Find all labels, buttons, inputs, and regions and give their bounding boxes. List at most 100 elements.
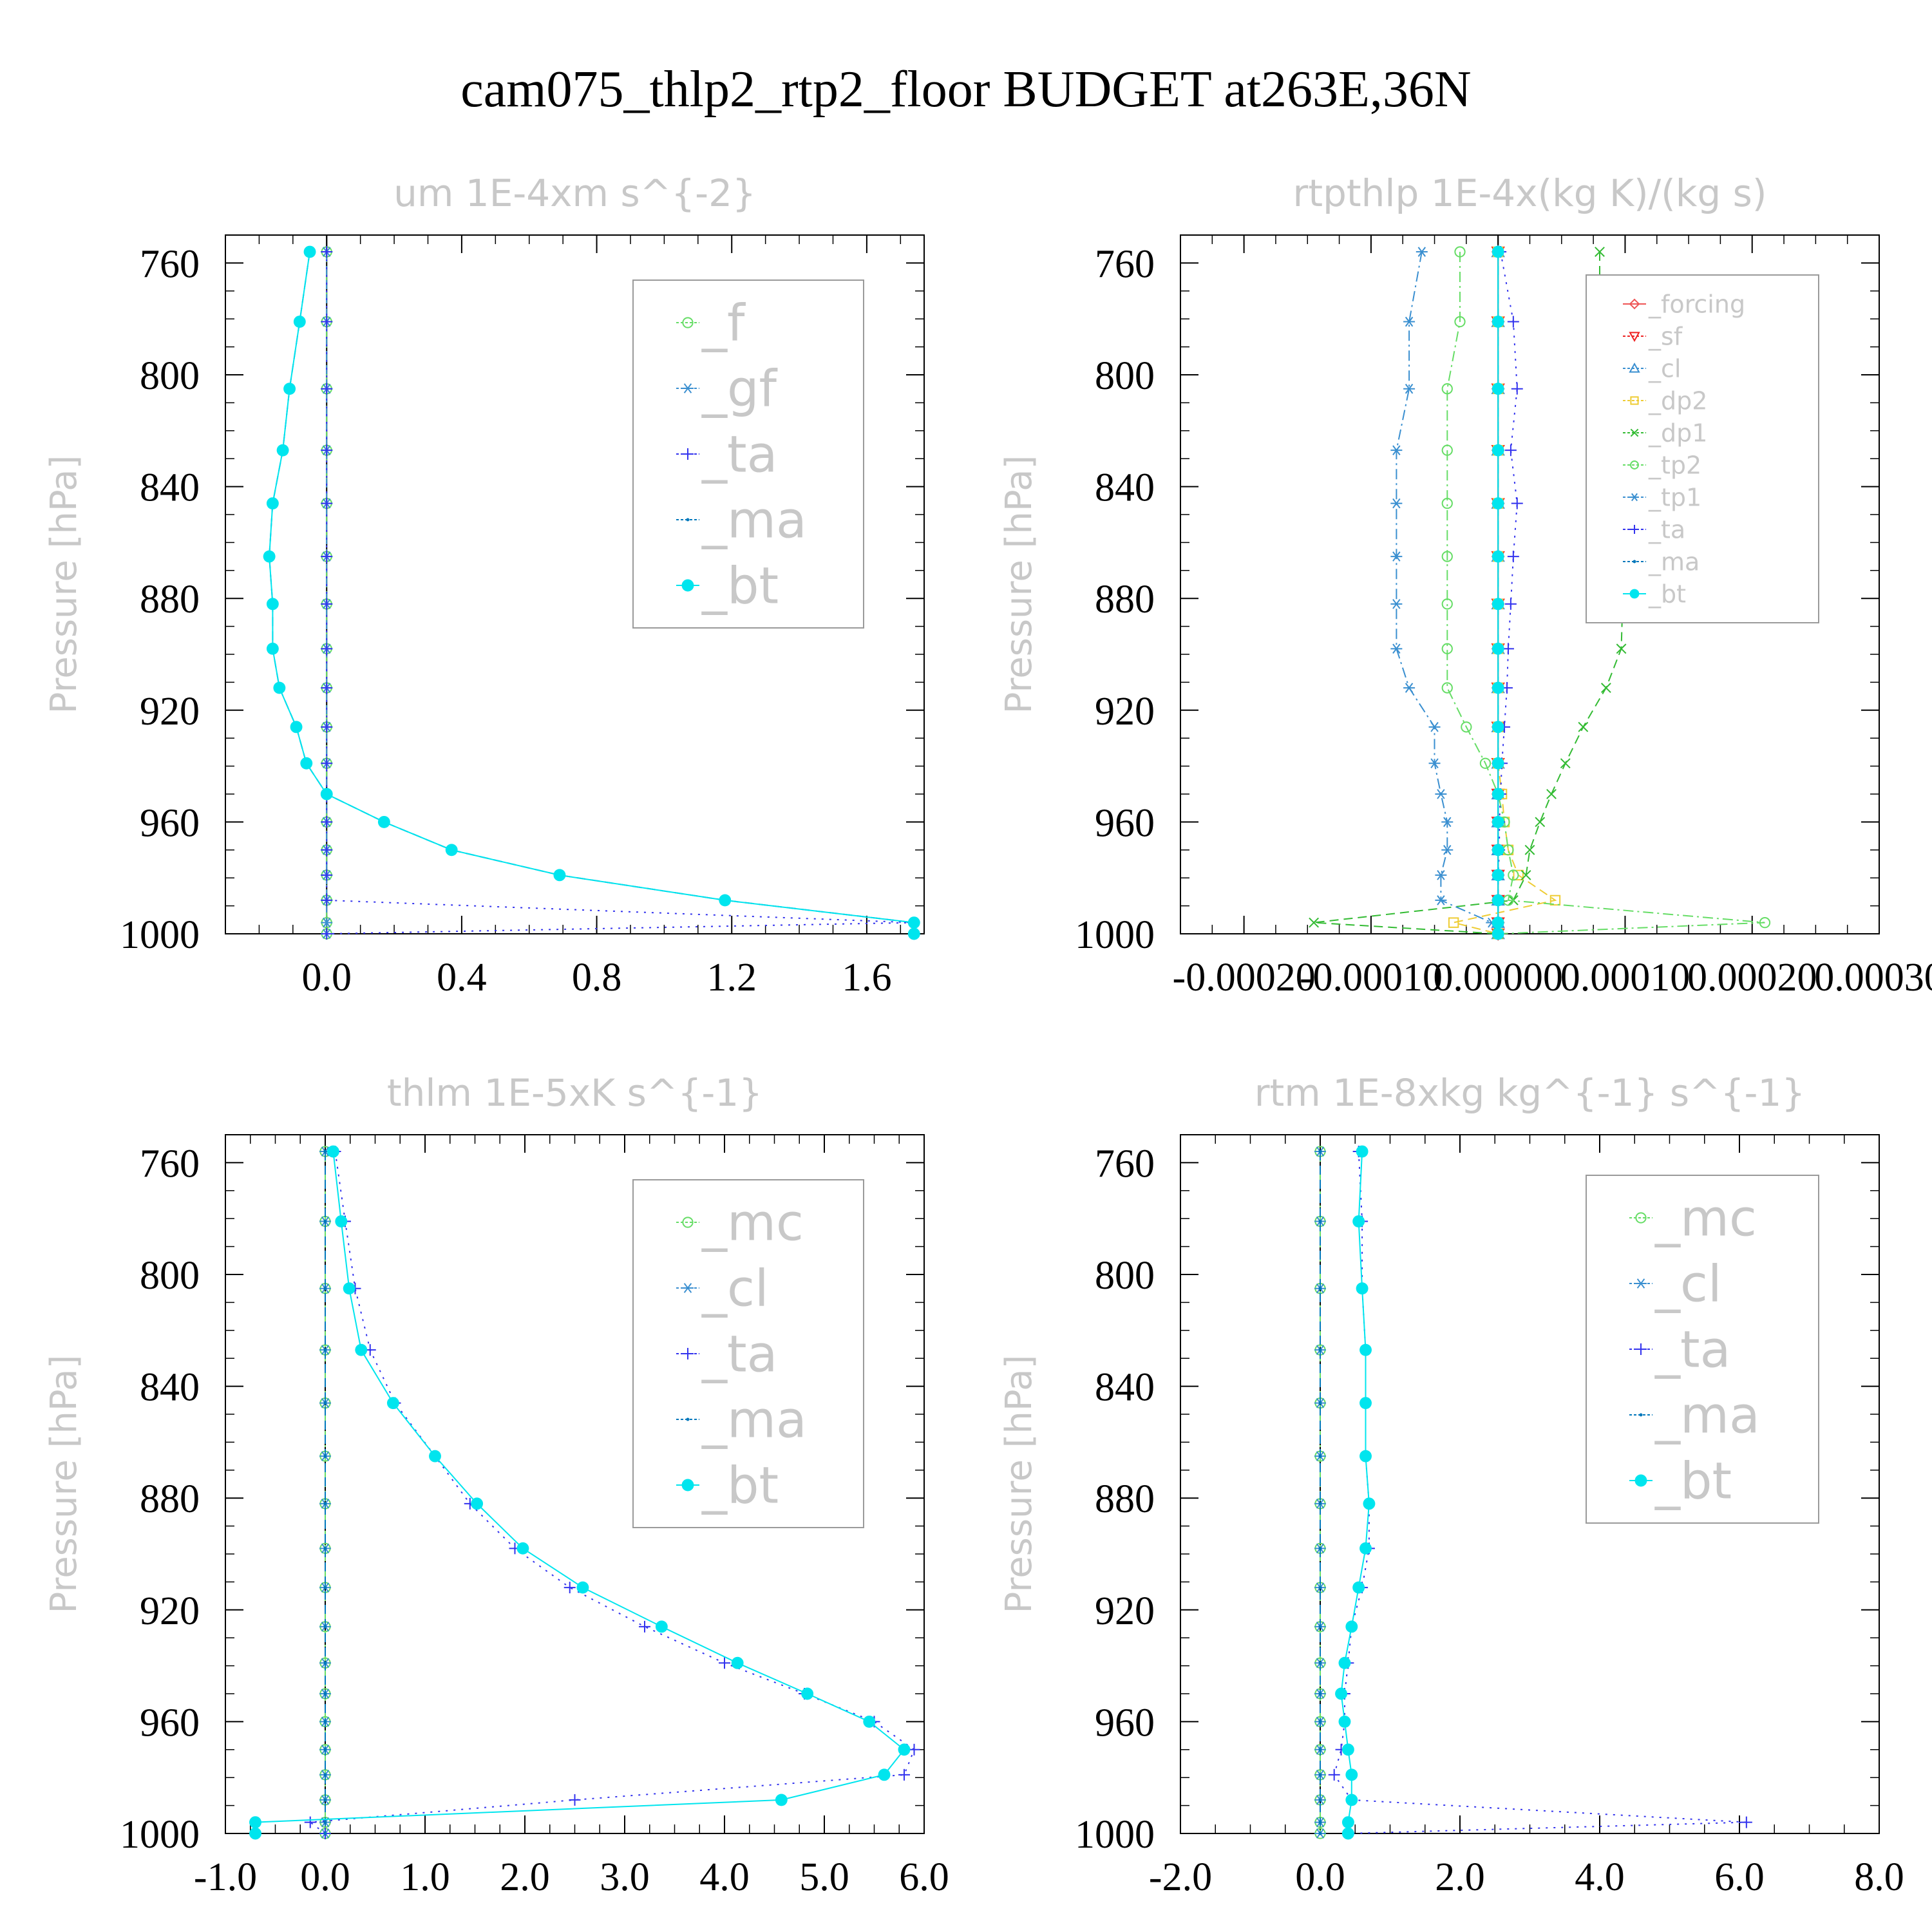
series-line	[269, 251, 915, 934]
x-tick-label: 6.0	[1714, 1855, 1765, 1899]
data-point	[1740, 1816, 1752, 1828]
data-point	[1549, 895, 1561, 906]
data-point	[1492, 642, 1504, 655]
data-point	[1492, 383, 1504, 395]
panel-title: um 1E-4xm s^{-2}	[393, 171, 756, 215]
data-point	[569, 1794, 581, 1806]
data-point	[1520, 869, 1531, 880]
y-tick-label: 800	[1095, 1254, 1155, 1298]
data-point	[321, 497, 333, 509]
series-bt	[1492, 245, 1504, 940]
legend-entry-ta: _ta	[676, 1325, 777, 1383]
legend-label: _cl	[1654, 1255, 1722, 1313]
data-point	[1492, 316, 1504, 328]
data-point	[1309, 917, 1320, 928]
legend-label: _ta	[701, 426, 777, 484]
legend-label: _f	[701, 294, 746, 352]
data-point	[321, 682, 333, 694]
data-point	[719, 894, 732, 907]
data-point	[1441, 844, 1454, 855]
data-point	[1513, 869, 1524, 881]
legend-label: _ma	[1654, 1387, 1760, 1444]
data-point	[321, 928, 333, 940]
data-point	[321, 246, 333, 258]
data-point	[1403, 316, 1416, 327]
data-point	[655, 1620, 668, 1633]
series-bt	[249, 1145, 911, 1840]
legend: _forcing _sf _cl _dp2 _dp1 _tp2 _tp1 _ta _ma _bt	[1586, 274, 1819, 623]
legend-entry-tp1: _tp1	[1623, 483, 1701, 511]
data-point	[321, 598, 333, 610]
data-point	[1403, 683, 1416, 693]
data-point	[1318, 1798, 1322, 1802]
x-tick-label: -0.00020	[1173, 956, 1316, 999]
data-point	[1363, 1497, 1376, 1510]
data-point	[343, 1282, 355, 1295]
data-point	[1318, 1773, 1322, 1777]
x-tick-label: 5.0	[799, 1855, 849, 1899]
data-point	[1492, 757, 1504, 770]
data-point	[323, 1502, 327, 1506]
series-line	[1333, 1151, 1747, 1834]
data-point	[576, 1581, 589, 1594]
legend: _mc _cl _ta _ma _bt	[1586, 1175, 1819, 1524]
x-tick-label: 8.0	[1854, 1855, 1904, 1899]
x-tick-label: 0.0	[300, 1855, 350, 1899]
data-point	[1345, 1620, 1358, 1633]
data-point	[1356, 1145, 1368, 1158]
data-point	[249, 1827, 261, 1840]
data-point	[1454, 246, 1466, 258]
data-point	[321, 844, 333, 856]
data-point	[321, 757, 333, 770]
data-point	[1328, 1768, 1340, 1781]
legend-label: _cl	[1648, 354, 1681, 383]
data-point	[1318, 1502, 1322, 1506]
legend-entry-cl: _cl	[676, 1260, 769, 1318]
data-point	[300, 757, 313, 770]
data-point	[1535, 817, 1546, 828]
data-point	[516, 1542, 529, 1555]
data-point	[1318, 1692, 1322, 1696]
x-tick-label: 4.0	[699, 1855, 750, 1899]
panel-title: rtm 1E-8xkg kg^{-1} s^{-1}	[1255, 1071, 1806, 1115]
chart-panel-4: rtm 1E-8xkg kg^{-1} s^{-1} Pressure [hPa]…	[998, 1071, 1904, 1899]
y-tick-label: 760	[1095, 1142, 1155, 1186]
data-point	[553, 869, 566, 882]
data-point	[323, 1586, 327, 1589]
data-point	[1578, 721, 1589, 732]
data-point	[1492, 598, 1504, 611]
legend-label: _dp2	[1648, 386, 1707, 415]
data-point	[323, 1661, 327, 1665]
data-point	[1504, 598, 1517, 610]
legend-entry-dp2: _dp2	[1623, 386, 1707, 415]
data-point	[1492, 550, 1504, 563]
y-tick-label: 1000	[120, 1813, 200, 1857]
x-tick-label: 3.0	[600, 1855, 650, 1899]
data-point	[471, 1497, 484, 1510]
legend-label: _ma	[701, 491, 807, 549]
legend-entry-bt: _bt	[1623, 580, 1686, 608]
data-point	[1345, 1768, 1358, 1781]
data-point	[1502, 643, 1514, 655]
legend-entry-ma: _ma	[1623, 547, 1700, 576]
legend-label: _bt	[1648, 580, 1686, 608]
data-point	[898, 1743, 911, 1756]
data-point	[1318, 1401, 1322, 1405]
data-point	[907, 927, 920, 940]
legend-entry-tp2: _tp2	[1623, 451, 1701, 479]
legend-label: _ma	[1648, 547, 1700, 576]
data-point	[1546, 789, 1557, 799]
data-point	[1341, 1743, 1354, 1756]
data-point	[263, 550, 276, 563]
data-point	[1492, 844, 1504, 857]
data-point	[1359, 1542, 1372, 1555]
x-tick-label: 6.0	[899, 1855, 949, 1899]
data-point	[1390, 643, 1403, 654]
data-point	[1492, 444, 1504, 457]
legend: _mc _cl _ta _ma _bt	[632, 1179, 864, 1528]
figure-title: cam075_thlp2_rtp2_floor BUDGET at263E,36…	[460, 61, 1471, 118]
x-tick-label: 0.00010	[1560, 956, 1690, 999]
data-point	[276, 444, 289, 457]
data-point	[266, 642, 279, 655]
series-ma	[323, 1150, 327, 1835]
